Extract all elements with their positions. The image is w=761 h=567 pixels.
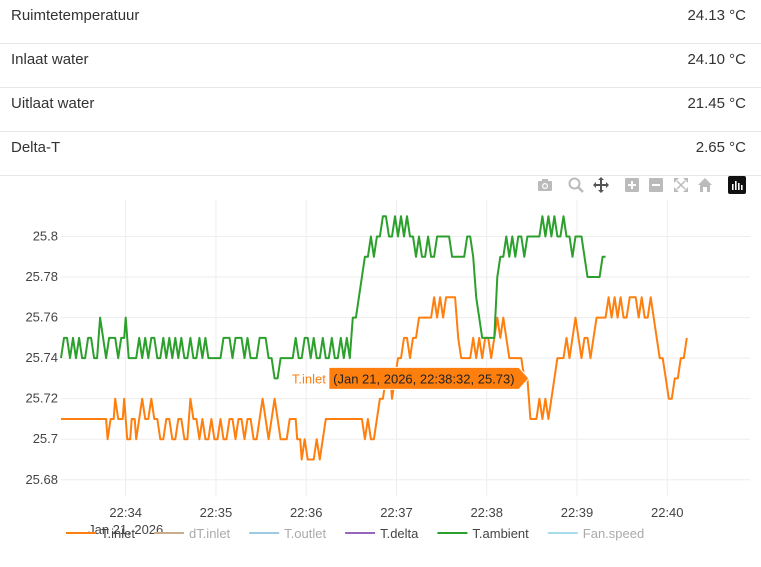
reading-value: 24.13 °C: [687, 7, 746, 24]
legend-label: T.delta: [380, 526, 419, 541]
y-tick-label: 25.7: [33, 431, 58, 446]
legend-item-t-inlet[interactable]: T.inlet: [66, 526, 135, 541]
reading-value: 21.45 °C: [687, 95, 746, 112]
legend-label: dT.inlet: [189, 526, 231, 541]
reading-value: 24.10 °C: [687, 51, 746, 68]
zoom-out-icon[interactable]: [647, 176, 665, 194]
reading-row-inlet-water: Inlaat water 24.10 °C: [0, 44, 761, 88]
y-tick-label: 25.68: [25, 472, 58, 487]
zoom-icon[interactable]: [567, 176, 585, 194]
autoscale-icon[interactable]: [672, 176, 690, 194]
reading-row-outlet-water: Uitlaat water 21.45 °C: [0, 88, 761, 132]
chart-modebar: [0, 176, 761, 196]
legend-label: T.outlet: [284, 526, 326, 541]
y-tick-label: 25.72: [25, 391, 58, 406]
y-tick-label: 25.76: [25, 310, 58, 325]
x-tick-label: 22:39: [561, 505, 594, 520]
legend-item-t-outlet[interactable]: T.outlet: [249, 526, 326, 541]
x-date-label: Jan 21, 2026: [88, 522, 163, 537]
x-tick-label: 22:40: [651, 505, 684, 520]
reading-row-room-temp: Ruimtetemperatuur 24.13 °C: [0, 0, 761, 44]
legend-label: T.ambient: [472, 526, 529, 541]
reading-label: Inlaat water: [11, 51, 89, 68]
hover-tooltip-box: [328, 366, 530, 390]
x-tick-label: 22:37: [380, 505, 413, 520]
legend-item-dt-inlet[interactable]: dT.inlet: [153, 526, 231, 541]
reading-row-delta-t: Delta-T 2.65 °C: [0, 132, 761, 176]
hover-series-name: T.inlet: [292, 371, 326, 386]
zoom-in-icon[interactable]: [623, 176, 641, 194]
temperature-chart: 25.68 25.7 25.72 25.74 25.76 25.78 25.8 22:34 22…: [25, 200, 750, 541]
reading-value: 2.65 °C: [695, 139, 746, 156]
reading-label: Ruimtetemperatuur: [11, 7, 140, 24]
x-tick-label: 22:35: [200, 505, 233, 520]
legend-item-t-delta[interactable]: T.delta: [345, 526, 419, 541]
x-tick-label: 22:36: [290, 505, 323, 520]
logo-icon[interactable]: [728, 176, 746, 194]
legend-item-fan-speed[interactable]: Fan.speed: [547, 526, 644, 541]
legend-item-t-ambient[interactable]: T.ambient: [437, 526, 529, 541]
pan-icon[interactable]: [592, 176, 610, 194]
hover-tooltip-text: (Jan 21, 2026, 22:38:32, 25.73): [333, 371, 514, 386]
reading-label: Uitlaat water: [11, 95, 95, 112]
legend-label: T.inlet: [101, 526, 135, 541]
y-tick-label: 25.78: [25, 269, 58, 284]
y-tick-label: 25.8: [33, 228, 58, 243]
legend-label: Fan.speed: [583, 526, 644, 541]
home-icon[interactable]: [696, 176, 714, 194]
x-tick-label: 22:34: [109, 505, 142, 520]
y-tick-label: 25.74: [25, 350, 58, 365]
series-line-t-ambient[interactable]: [60, 215, 606, 380]
reading-label: Delta-T: [11, 139, 61, 156]
camera-icon[interactable]: [536, 176, 554, 194]
x-tick-label: 22:38: [470, 505, 503, 520]
